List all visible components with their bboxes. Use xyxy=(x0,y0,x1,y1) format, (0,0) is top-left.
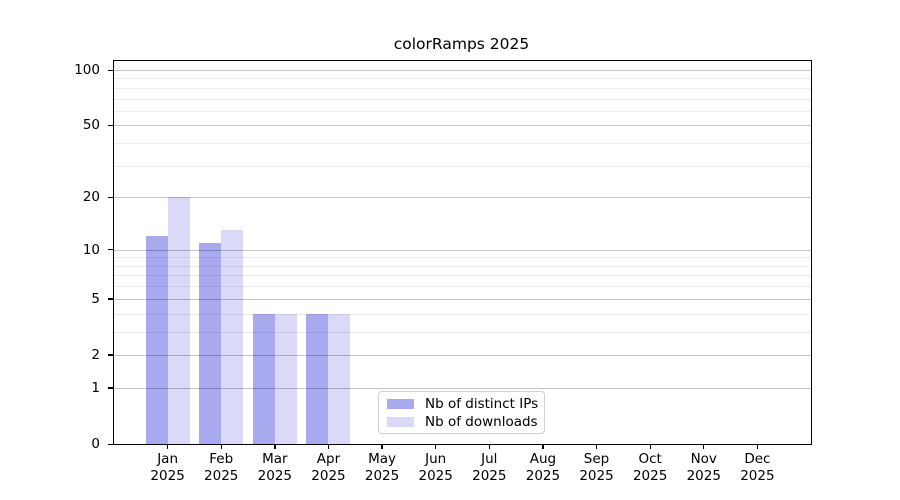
plot-area: 0 1 2 5 10 20 50 100 Jan 2025 Feb 2025 Mar 2025 Apr 202… xyxy=(74,60,812,484)
x-tick-mark xyxy=(167,444,169,449)
legend-item-downloads: Nb of downloads xyxy=(387,413,538,430)
x-tick-label: Aug 2025 xyxy=(525,451,561,484)
y-gridline-minor xyxy=(114,98,811,100)
y-gridline-major xyxy=(114,197,811,199)
bar-distinct-ips xyxy=(199,242,222,444)
y-gridline-minor xyxy=(114,313,811,315)
y-tick-mark xyxy=(108,249,113,251)
x-tick-mark xyxy=(381,444,383,449)
y-gridline-major xyxy=(114,249,811,251)
chart-title: colorRamps 2025 xyxy=(393,35,530,53)
y-tick-label: 50 xyxy=(82,117,100,134)
x-tick-mark xyxy=(756,444,759,449)
y-gridline-minor xyxy=(114,143,811,145)
y-gridline-minor xyxy=(114,286,811,288)
bar-downloads xyxy=(274,313,297,444)
x-tick-mark xyxy=(703,444,705,449)
x-tick-label: Mar 2025 xyxy=(257,451,293,484)
y-gridline-minor xyxy=(114,275,811,277)
y-gridline-minor xyxy=(114,87,811,89)
x-tick-label: Oct 2025 xyxy=(632,451,668,484)
y-gridline-minor xyxy=(114,78,811,80)
y-tick-mark xyxy=(108,443,113,445)
x-tick-label: Sep 2025 xyxy=(579,451,614,484)
x-tick-mark xyxy=(649,444,651,449)
y-gridline-minor xyxy=(114,110,811,112)
y-gridline-major xyxy=(114,387,811,389)
y-gridline-minor xyxy=(114,265,811,267)
y-tick-label: 1 xyxy=(91,379,100,396)
y-tick-label: 10 xyxy=(82,241,100,258)
y-tick-mark xyxy=(108,196,113,199)
legend-swatch-downloads xyxy=(387,416,414,427)
y-tick-label: 20 xyxy=(82,189,100,206)
legend-label-downloads: Nb of downloads xyxy=(425,413,538,430)
y-tick-mark xyxy=(108,124,113,127)
y-gridline-major xyxy=(114,125,811,127)
y-tick-label: 0 xyxy=(91,436,100,452)
x-tick-mark xyxy=(435,444,437,449)
legend-swatch-distinct-ips xyxy=(387,398,414,409)
x-tick-mark xyxy=(595,444,598,449)
x-tick-label: Jan 2025 xyxy=(150,451,185,484)
y-tick-mark xyxy=(108,69,113,71)
y-tick-label: 2 xyxy=(91,346,100,363)
y-gridline-minor xyxy=(114,331,811,333)
x-tick-mark xyxy=(327,444,330,449)
x-tick-label: Nov 2025 xyxy=(686,451,721,484)
bar-distinct-ips xyxy=(306,313,329,444)
legend: Nb of distinct IPs Nb of downloads xyxy=(378,391,545,434)
y-tick-label: 5 xyxy=(91,290,100,307)
x-tick-label: Apr 2025 xyxy=(311,451,346,484)
bar-downloads xyxy=(167,197,190,444)
x-tick-mark xyxy=(220,444,222,449)
bar-downloads xyxy=(328,313,351,444)
x-tick-label: May 2025 xyxy=(364,451,400,484)
x-tick-label: Jun 2025 xyxy=(418,451,453,484)
bar-distinct-ips xyxy=(252,313,275,444)
y-gridline-major xyxy=(114,70,811,71)
x-tick-label: Dec 2025 xyxy=(740,451,775,484)
y-gridline-minor xyxy=(114,165,811,167)
x-tick-label: Feb 2025 xyxy=(204,451,239,484)
legend-label-distinct-ips: Nb of distinct IPs xyxy=(425,395,539,412)
y-gridline-major xyxy=(114,354,811,356)
y-gridline-minor xyxy=(114,257,811,259)
legend-item-distinct-ips: Nb of distinct IPs xyxy=(387,395,539,412)
x-tick-mark xyxy=(488,444,490,449)
x-tick-mark xyxy=(542,444,544,449)
y-gridline-major xyxy=(114,298,811,300)
bar-downloads xyxy=(221,230,244,444)
y-tick-mark xyxy=(108,387,113,389)
x-tick-mark xyxy=(274,444,276,449)
y-tick-mark xyxy=(108,354,113,356)
bar-distinct-ips xyxy=(145,236,168,444)
y-tick-mark xyxy=(108,298,113,300)
x-tick-label: Jul 2025 xyxy=(472,451,507,484)
y-tick-label: 100 xyxy=(74,62,100,78)
